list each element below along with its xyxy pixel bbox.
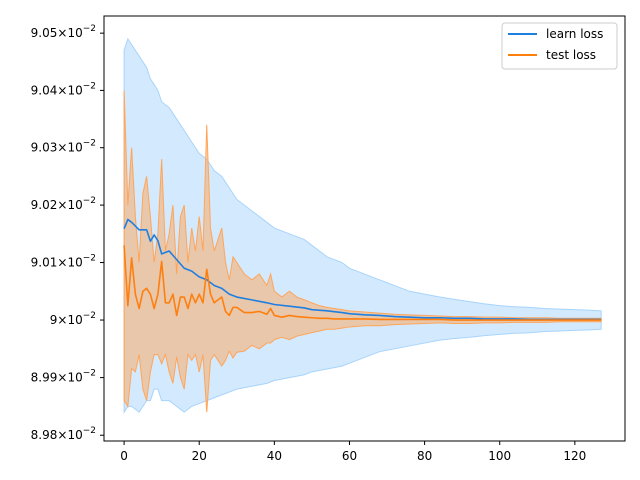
learn-loss-line — [123, 218, 602, 321]
x-tick-label-20: 20 — [192, 449, 207, 463]
y-tick-mantissa: 8.98 — [31, 428, 58, 442]
y-tick-exponent: −2 — [83, 24, 96, 34]
legend-label-test-loss: test loss — [546, 48, 596, 62]
y-tick-base: 10 — [67, 256, 82, 270]
y-tick-times: × — [57, 141, 67, 155]
test-loss-band — [123, 90, 602, 413]
x-axis: 0 20 40 60 80 100 120 — [120, 441, 586, 463]
y-tick-base: 10 — [67, 198, 82, 212]
y-axis: 8.98×10−28.99×10−29×10−29.01×10−29.02×10… — [31, 24, 104, 442]
x-tick-label-100: 100 — [488, 449, 511, 463]
y-tick-mantissa: 9.05 — [31, 26, 58, 40]
y-tick-mantissa: 9.04 — [31, 83, 58, 97]
y-tick-times: × — [57, 256, 67, 270]
y-tick-exponent: −2 — [83, 369, 96, 379]
y-tick-label-9.04: 9.04×10−2 — [31, 81, 96, 97]
y-tick-base: 10 — [67, 26, 82, 40]
y-tick-label-8.98: 8.98×10−2 — [31, 426, 96, 442]
y-tick-mantissa: 9.03 — [31, 141, 58, 155]
y-tick-base: 10 — [67, 313, 82, 327]
y-tick-times: × — [57, 198, 67, 212]
y-tick-label-8.99: 8.99×10−2 — [31, 369, 96, 385]
y-tick-label-9: 9×10−2 — [50, 311, 96, 327]
y-tick-times: × — [57, 83, 67, 97]
y-tick-times: × — [57, 313, 67, 327]
y-tick-label-9.03: 9.03×10−2 — [31, 139, 96, 155]
legend: learn loss test loss — [501, 22, 618, 70]
x-tick-label-40: 40 — [267, 449, 282, 463]
y-tick-mantissa: 9.02 — [31, 198, 58, 212]
y-tick-label-9.01: 9.01×10−2 — [31, 254, 96, 270]
x-tick-label-0: 0 — [120, 449, 128, 463]
y-tick-times: × — [57, 26, 67, 40]
y-tick-exponent: −2 — [83, 196, 96, 206]
series-lines — [123, 218, 602, 321]
x-tick-label-60: 60 — [342, 449, 357, 463]
y-tick-exponent: −2 — [83, 254, 96, 264]
x-tick-label-80: 80 — [417, 449, 432, 463]
y-tick-exponent: −2 — [83, 81, 96, 91]
plot-frame — [103, 15, 626, 442]
y-tick-base: 10 — [67, 141, 82, 155]
y-tick-mantissa: 9 — [50, 313, 58, 327]
y-tick-exponent: −2 — [83, 426, 96, 436]
test-loss-line — [123, 245, 602, 321]
y-tick-base: 10 — [67, 83, 82, 97]
y-tick-label-9.05: 9.05×10−2 — [31, 24, 96, 40]
y-tick-times: × — [57, 371, 67, 385]
y-tick-exponent: −2 — [83, 311, 96, 321]
y-tick-base: 10 — [67, 428, 82, 442]
y-tick-times: × — [57, 428, 67, 442]
y-tick-exponent: −2 — [83, 139, 96, 149]
y-tick-mantissa: 9.01 — [31, 256, 58, 270]
x-tick-label-120: 120 — [563, 449, 586, 463]
y-tick-base: 10 — [67, 371, 82, 385]
y-tick-mantissa: 8.99 — [31, 371, 58, 385]
legend-label-learn-loss: learn loss — [546, 27, 603, 41]
y-tick-label-9.02: 9.02×10−2 — [31, 196, 96, 212]
